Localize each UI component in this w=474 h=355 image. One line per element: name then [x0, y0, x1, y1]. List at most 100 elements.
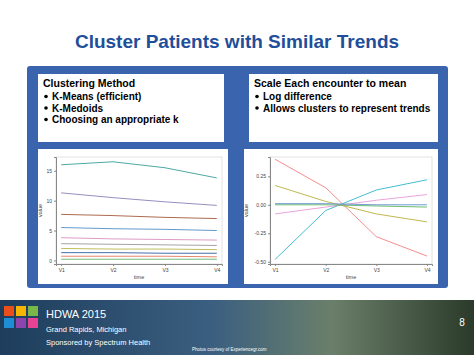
tick-mark: [268, 176, 270, 177]
tick-mark: [54, 201, 56, 202]
series-line: [275, 204, 427, 205]
series-line: [61, 259, 217, 260]
logo-tile: [28, 306, 38, 316]
tick: V4: [214, 264, 220, 273]
box-heading: Scale Each encounter to mean: [254, 77, 406, 89]
tick: 15: [46, 168, 56, 174]
plot-marks: [61, 162, 217, 259]
tick-label: 5: [49, 228, 52, 234]
tick-label: 0.00: [256, 202, 266, 208]
series-line: [61, 252, 217, 254]
tick: V3: [374, 264, 380, 273]
tick: -0.50: [255, 259, 270, 265]
tick: V2: [323, 264, 329, 273]
logo-tile: [16, 306, 26, 316]
tick-label: 10: [46, 198, 52, 204]
slide: Cluster Patients with Similar Trends Clus…: [0, 0, 474, 355]
bullet-dot: [255, 95, 259, 99]
logo-tile: [16, 318, 26, 328]
bullet-dot: [255, 106, 259, 110]
tick-label: 15: [46, 168, 52, 174]
x-axis: V1 V2 V3 V4: [57, 264, 223, 273]
tick-mark: [54, 171, 56, 172]
y-axis: 0 5 10 15: [46, 158, 56, 265]
bullet-line: K-Means (efficient): [52, 91, 141, 102]
footer-place: Grand Rapids, Michigan: [46, 325, 126, 334]
bullet-dot: [44, 95, 48, 99]
series-line: [61, 214, 217, 218]
bullet-dot: [44, 118, 48, 122]
y-axis: -0.50 -0.25 0.00 0.25: [255, 158, 271, 265]
axis-line: [57, 265, 223, 267]
tick: 10: [46, 198, 56, 204]
slide-title: Cluster Patients with Similar Trends: [75, 31, 399, 52]
box-heading: Clustering Method: [43, 77, 135, 89]
tick-mark: [268, 205, 270, 206]
page-number: 8: [459, 317, 465, 328]
tick: V1: [273, 264, 279, 273]
tick-label: V2: [323, 267, 329, 273]
tick: 0: [49, 258, 56, 264]
bullet-line: Allows clusters to represent trends: [263, 103, 431, 114]
series-line: [275, 180, 427, 260]
plot-frame: [56, 157, 222, 264]
axis-line: [268, 158, 271, 265]
logo-tile: [28, 318, 38, 328]
tick: V4: [424, 264, 430, 273]
tick-label: -0.50: [255, 259, 267, 265]
series-line: [275, 185, 427, 221]
tick-label: V2: [111, 267, 117, 273]
y-axis-title: value: [243, 204, 249, 217]
tick-label: 0.25: [256, 173, 266, 179]
plot-frame: [270, 157, 432, 264]
tick-label: V1: [59, 267, 65, 273]
bullet-text: Choosing an appropriate k: [52, 114, 179, 125]
bullet-text: K-Means (efficient): [52, 91, 141, 102]
tick: V1: [59, 264, 65, 273]
text-box-background: [38, 74, 224, 142]
tick-label: 0: [49, 258, 52, 264]
x-axis: V1 V2 V3 V4: [271, 264, 433, 273]
series-line: [275, 195, 427, 214]
content-panel: [27, 66, 448, 288]
logo-tile: [4, 318, 14, 328]
series-line: [61, 248, 217, 249]
tick-mark: [268, 233, 270, 234]
tick-label: V3: [374, 267, 380, 273]
tick: -0.25: [255, 230, 270, 236]
text-box: Scale Each encounter to mean Log differen…: [249, 74, 438, 142]
text-box: Clustering MethodK-Means (efficient)K-Me…: [38, 74, 224, 142]
tick: V3: [162, 264, 168, 273]
logo-tile: [4, 306, 14, 316]
tick-label: V3: [162, 267, 168, 273]
bullet-line: Choosing an appropriate k: [52, 114, 179, 125]
bullet-text: Allows clusters to represent trends: [263, 103, 431, 114]
axis-line: [271, 265, 433, 267]
chart-background: [244, 149, 438, 284]
x-axis-title: time: [346, 274, 356, 280]
series-line: [61, 238, 217, 240]
series-line: [61, 256, 217, 258]
footer-credit: Photos courtesy of Experiencegr.com: [192, 347, 267, 352]
tick-mark: [54, 260, 56, 261]
chart: 051015V1V2V3V4timevalue: [37, 149, 228, 284]
plot-marks: [275, 159, 427, 259]
bullet-dot: [44, 106, 48, 110]
series-line: [61, 193, 217, 206]
chart: -0.50 -0.25 0.00 0.25 V1 V2 V3 V4 time value: [243, 149, 438, 284]
series-line: [61, 228, 217, 231]
series-line: [275, 159, 427, 256]
series-line: [61, 244, 217, 246]
tick: 0.25: [256, 173, 270, 179]
series-line: [61, 162, 217, 178]
footer-sponsor: Sponsored by Spectrum Health: [46, 338, 150, 347]
y-axis-title: value: [37, 204, 43, 217]
bullet-text: Log difference: [263, 91, 332, 102]
chart-background: [38, 149, 228, 284]
tick-label: V4: [424, 267, 430, 273]
tick: V2: [111, 264, 117, 273]
text-box-background: [249, 74, 438, 142]
tick: 0.00: [256, 202, 270, 208]
tick: 5: [49, 228, 56, 234]
footer-event: HDWA 2015: [46, 308, 106, 320]
